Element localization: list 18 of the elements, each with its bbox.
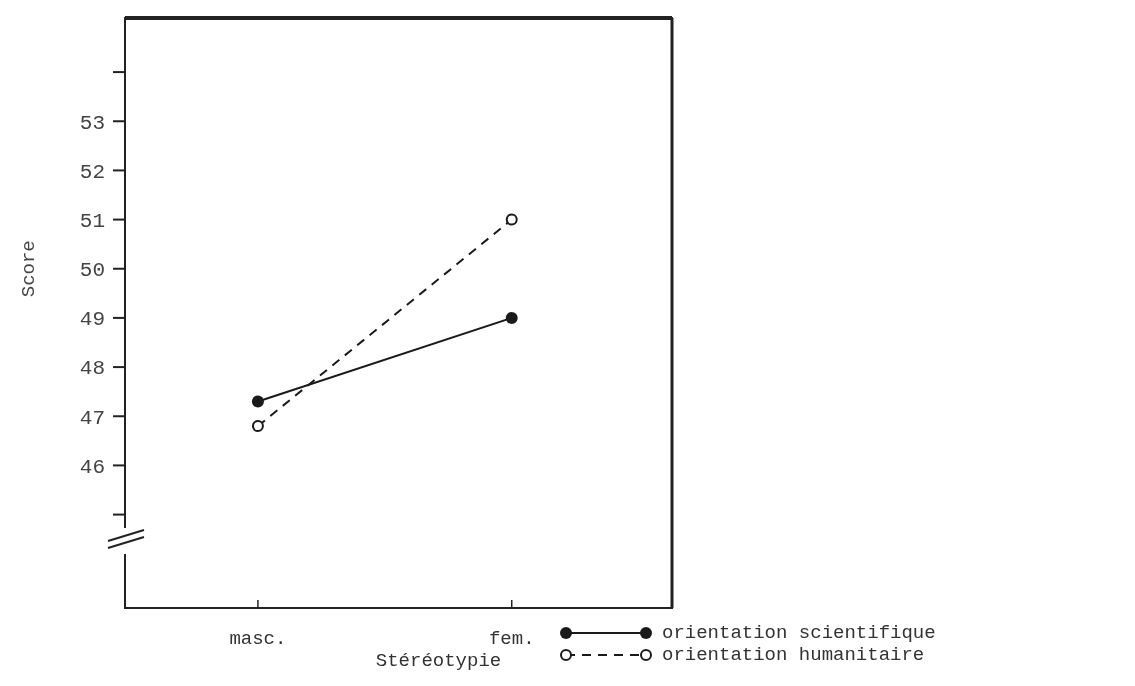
legend-label: orientation humanitaire	[662, 644, 925, 666]
point	[251, 420, 264, 433]
point	[505, 311, 518, 324]
y-tick-label: 52	[79, 160, 105, 184]
point	[251, 395, 264, 408]
y-tick-label: 50	[79, 259, 105, 283]
y-tick-label: 51	[79, 209, 105, 233]
y-tick-label: 53	[79, 111, 105, 135]
y-tick-label: 49	[79, 308, 105, 332]
y-tick-label: 46	[79, 455, 105, 479]
y-axis-title: Score	[18, 240, 40, 298]
x-tick-label: fem.	[488, 628, 535, 650]
y-tick-label: 47	[79, 406, 105, 430]
x-tick-label: masc.	[229, 628, 287, 650]
point	[505, 213, 518, 226]
y-tick-label: 48	[79, 357, 105, 381]
legend-label: orientation scientifique	[662, 622, 936, 644]
x-axis-title: Stéréotypie	[375, 650, 502, 672]
